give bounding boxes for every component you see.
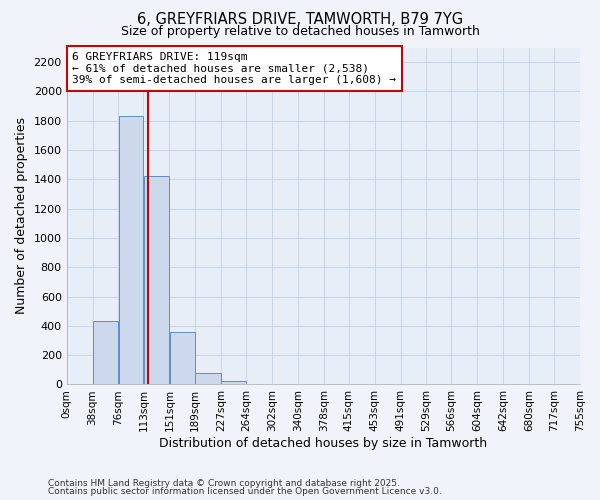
Bar <box>221 381 246 384</box>
Y-axis label: Number of detached properties: Number of detached properties <box>15 118 28 314</box>
Bar <box>196 372 221 384</box>
Text: Contains public sector information licensed under the Open Government Licence v3: Contains public sector information licen… <box>48 487 442 496</box>
Text: Size of property relative to detached houses in Tamworth: Size of property relative to detached ho… <box>121 25 479 38</box>
Bar <box>93 322 118 384</box>
Bar <box>144 176 169 384</box>
Bar <box>119 116 143 384</box>
Text: 6 GREYFRIARS DRIVE: 119sqm
← 61% of detached houses are smaller (2,538)
39% of s: 6 GREYFRIARS DRIVE: 119sqm ← 61% of deta… <box>72 52 396 85</box>
Text: 6, GREYFRIARS DRIVE, TAMWORTH, B79 7YG: 6, GREYFRIARS DRIVE, TAMWORTH, B79 7YG <box>137 12 463 28</box>
Text: Contains HM Land Registry data © Crown copyright and database right 2025.: Contains HM Land Registry data © Crown c… <box>48 478 400 488</box>
X-axis label: Distribution of detached houses by size in Tamworth: Distribution of detached houses by size … <box>159 437 487 450</box>
Bar <box>170 332 195 384</box>
